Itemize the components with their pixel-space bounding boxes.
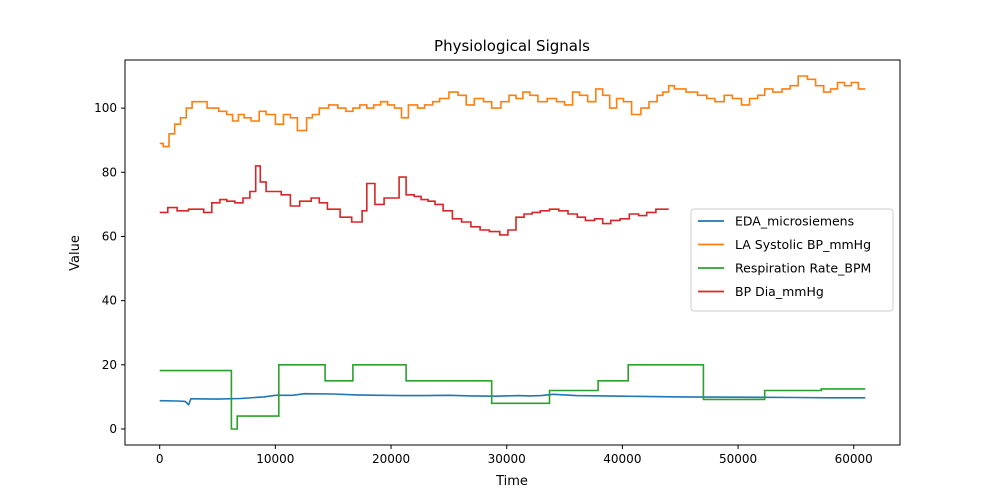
legend-label: LA Systolic BP_mmHg (735, 237, 871, 252)
series-line-1 (159, 75, 866, 148)
y-tick-label: 40 (102, 294, 117, 308)
y-tick-label: 0 (109, 422, 117, 436)
y-axis: 0 20 40 60 80 100 (94, 101, 125, 436)
series-line-2 (159, 364, 866, 430)
x-tick-label: 20000 (372, 452, 410, 466)
x-tick-label: 40000 (603, 452, 641, 466)
legend-label: Respiration Rate_BPM (735, 261, 871, 276)
y-tick-label: 100 (94, 101, 117, 115)
plot-frame (124, 59, 901, 446)
x-tick-label: 0 (156, 452, 164, 466)
legend-label: BP Dia_mmHg (735, 284, 824, 299)
series-line-0 (159, 392, 866, 406)
legend-label: EDA_microsiemens (735, 214, 854, 229)
legend-box (690, 208, 894, 312)
chart-title: Physiological Signals (434, 37, 590, 55)
y-axis-label: Value (68, 235, 83, 271)
x-tick-label: 30000 (488, 452, 526, 466)
x-tick-label: 10000 (256, 452, 294, 466)
x-axis-label: Time (495, 474, 528, 489)
y-tick-label: 60 (102, 229, 117, 243)
y-tick-label: 20 (102, 358, 117, 372)
legend: EDA_microsiemens LA Systolic BP_mmHg Respi… (690, 208, 894, 312)
x-tick-label: 60000 (835, 452, 873, 466)
x-axis: 0 10000 20000 30000 40000 50000 60000 (156, 445, 873, 466)
series-line-3 (159, 165, 669, 236)
x-tick-label: 50000 (719, 452, 757, 466)
series-layer (159, 75, 866, 430)
y-tick-label: 80 (102, 165, 117, 179)
